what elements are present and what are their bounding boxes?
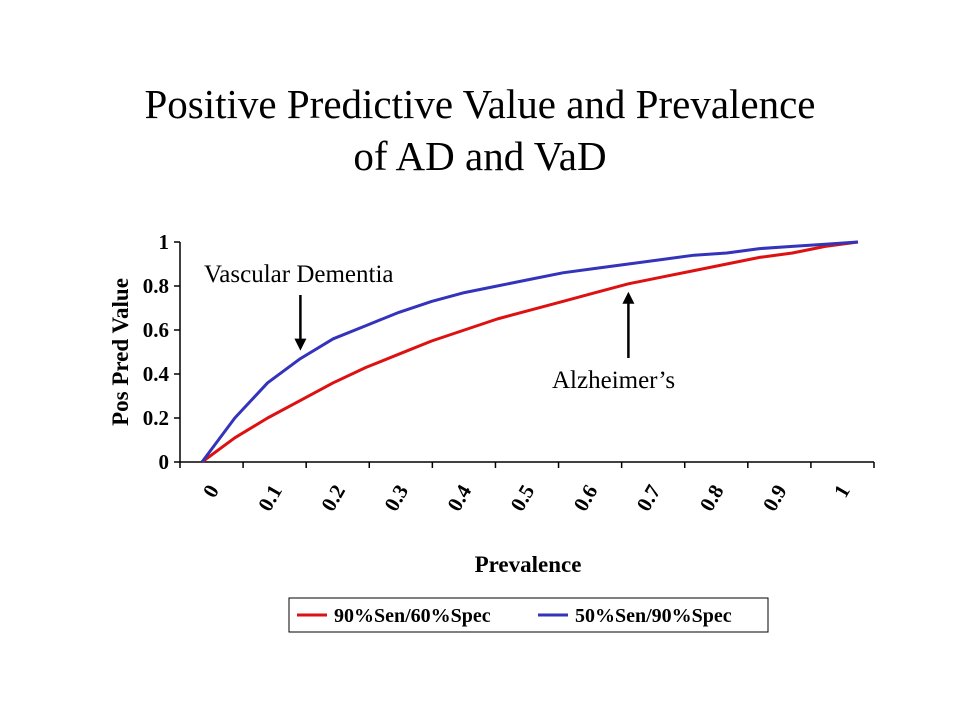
legend-label: 50%Sen/90%Spec bbox=[575, 605, 732, 627]
y-tick-label: 0.4 bbox=[143, 362, 170, 386]
x-tick-label: 0 bbox=[198, 481, 224, 502]
x-tick-label: 0.5 bbox=[505, 481, 539, 516]
annotation-label: Vascular Dementia bbox=[204, 261, 394, 288]
x-tick-label: 0.1 bbox=[253, 481, 287, 516]
slide-title: Positive Predictive Value and Prevalence… bbox=[0, 78, 960, 182]
x-tick-label: 0.4 bbox=[442, 480, 476, 515]
legend: 90%Sen/60%Spec 50%Sen/90%Spec bbox=[288, 597, 769, 633]
annotation-layer: Vascular Dementia Alzheimer’s bbox=[204, 261, 675, 394]
y-axis-title: Pos Pred Value bbox=[108, 278, 133, 426]
title-line-2: of AD and VaD bbox=[353, 133, 607, 179]
x-tick-label: 1 bbox=[829, 481, 855, 502]
legend-label: 90%Sen/60%Spec bbox=[334, 605, 491, 627]
title-line-1: Positive Predictive Value and Prevalence bbox=[144, 81, 816, 127]
annotation-label: Alzheimer’s bbox=[552, 367, 675, 394]
y-tick-label: 0.8 bbox=[143, 274, 169, 298]
series-line-1 bbox=[201, 240, 859, 464]
legend-box bbox=[288, 597, 769, 633]
y-tick-label: 0.6 bbox=[143, 318, 169, 342]
y-tick-label: 1 bbox=[159, 230, 170, 254]
series-layer bbox=[200, 240, 859, 464]
y-tick-label: 0.2 bbox=[143, 406, 169, 430]
x-tick-label: 0.7 bbox=[632, 481, 666, 516]
axes bbox=[179, 242, 874, 463]
x-tick-label: 0.2 bbox=[316, 481, 350, 516]
annotation-arrow-head bbox=[294, 338, 307, 351]
x-tick-label: 0.3 bbox=[379, 481, 413, 516]
x-tick-label: 0.8 bbox=[695, 481, 729, 516]
series-line-2 bbox=[200, 240, 859, 463]
y-tick-label: 0 bbox=[159, 450, 170, 474]
x-tick-label: 0.9 bbox=[758, 481, 792, 516]
x-tick-label: 0.6 bbox=[569, 481, 603, 516]
annotation-arrow-head bbox=[622, 291, 635, 304]
y-ticks: 0 0.2 0.4 0.6 0.8 1 bbox=[143, 230, 180, 474]
x-ticks: 0 0.1 0.2 0.3 0.4 0.5 0.6 0.7 0.8 0.9 1 bbox=[179, 462, 875, 516]
x-axis-title: Prevalence bbox=[475, 552, 582, 577]
